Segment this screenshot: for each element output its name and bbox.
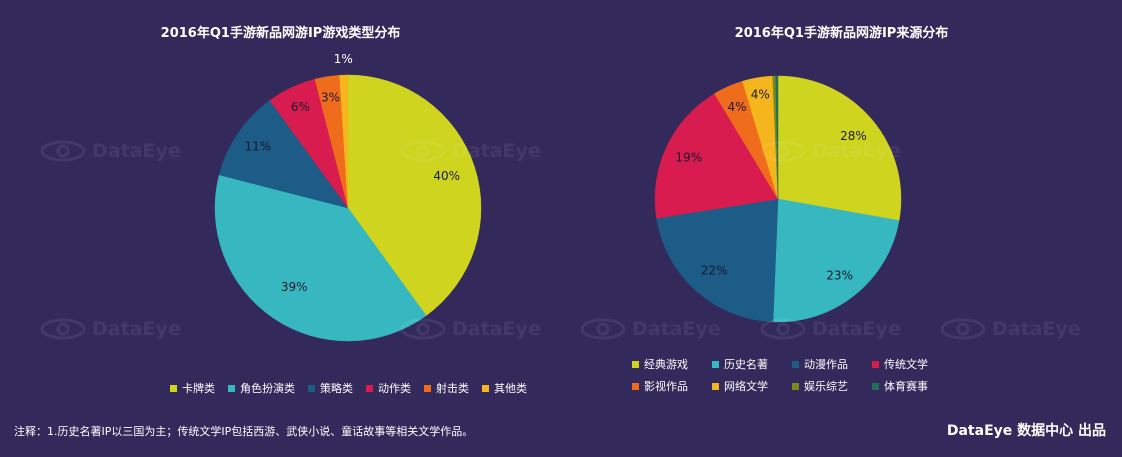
eye-logo-icon (940, 318, 986, 340)
legend-label: 传统文学 (884, 358, 928, 371)
chart-ip-source: 2016年Q1手游新品网游IP来源分布 28% 23% 22% 19% 4% 4% (561, 0, 1122, 410)
credit: DataEye 数据中心 出品 (946, 423, 1106, 439)
eye-logo-icon (400, 140, 446, 162)
legend-item: 体育赛事 (872, 375, 947, 397)
watermark: DataEye (940, 318, 1081, 340)
legend-swatch (712, 382, 719, 390)
data-label-动漫作品: 22% (701, 264, 728, 278)
watermark: DataEye (400, 318, 541, 340)
eye-logo-icon (760, 140, 806, 162)
pie-slice-卡牌类 (347, 74, 482, 316)
legend-label: 影视作品 (644, 380, 688, 393)
legend-swatch (872, 360, 879, 368)
legend-item: 其他类 (482, 377, 527, 399)
pie-slice-体育赛事 (775, 75, 779, 200)
legend-label: 娱乐综艺 (804, 380, 848, 393)
data-label-动作类: 6% (291, 100, 310, 114)
legend-item: 传统文学 (872, 353, 947, 375)
data-label-影视作品: 4% (728, 100, 747, 114)
legend-swatch (872, 382, 879, 390)
pie-slice-角色扮演类 (214, 174, 427, 342)
eye-logo-icon (400, 318, 446, 340)
data-label-历史名著: 23% (826, 269, 853, 283)
pie-chart: 28% 23% 22% 19% 4% 4% (654, 75, 902, 323)
eye-logo-icon (760, 318, 806, 340)
eye-logo-icon (40, 318, 86, 340)
data-label-角色扮演类: 39% (281, 280, 308, 294)
legend-label: 其他类 (494, 382, 527, 395)
legend-label: 体育赛事 (884, 380, 928, 393)
watermark: DataEye (760, 140, 901, 162)
data-label-网络文学: 4% (751, 88, 770, 102)
legend-label: 角色扮演类 (240, 382, 295, 395)
watermark: DataEye (580, 318, 721, 340)
legend-item: 影视作品 (632, 375, 707, 397)
legend-item: 角色扮演类 (228, 377, 295, 399)
legend: 卡牌类 角色扮演类 策略类 动作类 射击类 其他类 (170, 377, 570, 399)
chart-title: 2016年Q1手游新品网游IP来源分布 (734, 26, 949, 41)
legend-swatch (792, 382, 799, 390)
legend-swatch (308, 384, 315, 392)
watermark: DataEye (400, 140, 541, 162)
chart-title: 2016年Q1手游新品网游IP游戏类型分布 (160, 26, 401, 41)
data-label-策略类: 11% (244, 140, 271, 154)
pie-slice-策略类 (218, 100, 349, 209)
legend-item: 动作类 (366, 377, 411, 399)
legend-label: 动作类 (378, 382, 411, 395)
legend-item: 娱乐综艺 (792, 375, 867, 397)
legend: 经典游戏 历史名著 动漫作品 传统文学影视作品 网络文学 娱乐综艺 体育赛事 (632, 353, 962, 397)
legend-label: 经典游戏 (644, 358, 688, 371)
data-label-其他类: 1% (334, 52, 353, 66)
eye-logo-icon (580, 318, 626, 340)
legend-item: 策略类 (308, 377, 353, 399)
legend-swatch (792, 360, 799, 368)
chart-game-type: 2016年Q1手游新品网游IP游戏类型分布 40% 39% 11% 6% 3% 1% (0, 0, 561, 410)
legend-label: 网络文学 (724, 380, 768, 393)
pie-chart: 40% 39% 11% 6% 3% 1% (214, 52, 482, 342)
legend-label: 策略类 (320, 382, 353, 395)
legend-swatch (632, 382, 639, 390)
watermark: DataEye (40, 140, 181, 162)
data-label-传统文学: 19% (675, 151, 702, 165)
legend-item: 经典游戏 (632, 353, 707, 375)
legend-item: 射击类 (424, 377, 469, 399)
legend-label: 动漫作品 (804, 358, 848, 371)
legend-swatch (632, 360, 639, 368)
data-label-卡牌类: 40% (433, 169, 460, 183)
eye-logo-icon (40, 140, 86, 162)
pie-slice-历史名著 (772, 198, 900, 323)
legend-swatch (228, 384, 235, 392)
legend-swatch (482, 384, 489, 392)
legend-label: 射击类 (436, 382, 469, 395)
pie-slice-经典游戏 (777, 75, 902, 221)
legend-swatch (424, 384, 431, 392)
legend-item: 动漫作品 (792, 353, 867, 375)
footnote: 注释：1.历史名著IP以三国为主；传统文学IP包括西游、武侠小说、童话故事等相关… (14, 425, 474, 438)
legend-swatch (366, 384, 373, 392)
legend-item: 历史名著 (712, 353, 787, 375)
watermark: DataEye (40, 318, 181, 340)
data-label-射击类: 3% (321, 91, 340, 105)
legend-item: 卡牌类 (170, 377, 215, 399)
pie-slice-传统文学 (654, 93, 779, 219)
watermark: DataEye (760, 318, 901, 340)
pie-slice-动漫作品 (656, 198, 779, 323)
legend-label: 卡牌类 (182, 382, 215, 395)
legend-label: 历史名著 (724, 358, 768, 371)
pie-slice-其他类 (339, 74, 349, 209)
legend-item: 网络文学 (712, 375, 787, 397)
data-label-经典游戏: 28% (840, 129, 867, 143)
legend-swatch (712, 360, 719, 368)
legend-swatch (170, 384, 177, 392)
